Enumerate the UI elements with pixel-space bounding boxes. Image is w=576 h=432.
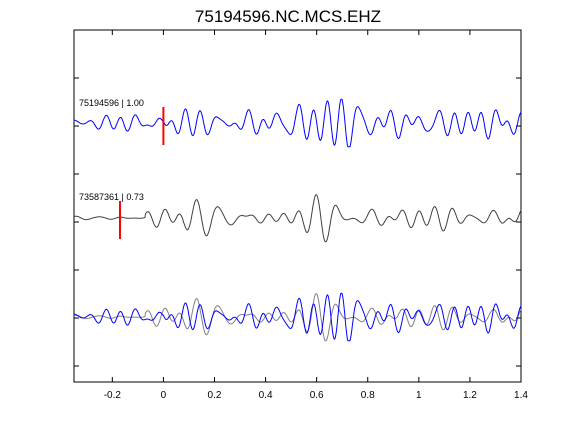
x-tick-label: 0.6 xyxy=(310,390,324,401)
plot-frame xyxy=(73,29,522,383)
waveform-traces xyxy=(73,98,522,342)
trace-1-line xyxy=(74,98,522,148)
x-tick-label: 1.4 xyxy=(514,390,528,401)
trace-1-label: 75194596 | 1.00 xyxy=(79,98,144,108)
overlay-trace-blue-line xyxy=(74,292,522,342)
x-tick-label: 0 xyxy=(161,390,167,401)
x-tick-label: 1 xyxy=(416,390,422,401)
trace-2-label: 73587361 | 0.73 xyxy=(79,192,144,202)
axes: -0.2 0 0.2 0.4 0.6 0.8 1 1.2 1.4 xyxy=(73,29,528,401)
chart-title: 75194596.NC.MCS.EHZ xyxy=(194,7,382,26)
pick-markers xyxy=(118,107,165,239)
trace-labels: 75194596 | 1.00 73587361 | 0.73 xyxy=(79,98,144,202)
x-tick-label: 0.2 xyxy=(208,390,222,401)
x-tick-label: 0.8 xyxy=(361,390,375,401)
x-tick-label: -0.2 xyxy=(104,390,122,401)
x-tick-label: 1.2 xyxy=(463,390,477,401)
overlay-trace-gray-line xyxy=(73,293,522,342)
trace-2-line xyxy=(73,194,522,243)
x-tick-label: 0.4 xyxy=(259,390,273,401)
